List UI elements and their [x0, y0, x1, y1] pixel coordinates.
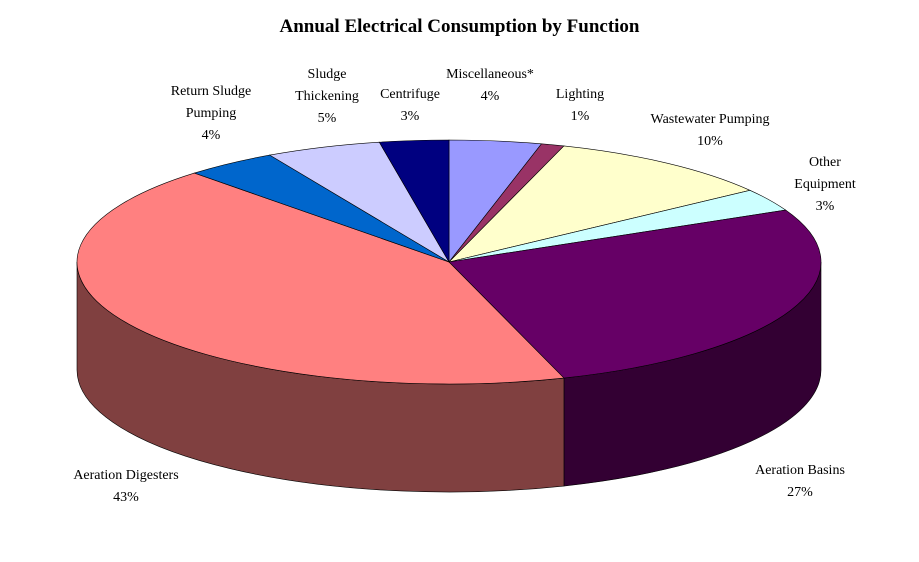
data-label: Centrifuge 3%: [370, 84, 450, 128]
label-name: Sludge Thickening: [295, 67, 359, 104]
slice: [76, 172, 565, 385]
label-value: 10%: [697, 134, 723, 149]
label-value: 43%: [113, 490, 139, 505]
label-value: 3%: [815, 199, 835, 214]
label-value: 4%: [201, 128, 221, 143]
data-label: Lighting 1%: [545, 84, 615, 128]
label-name: Other Equipment: [794, 155, 856, 192]
label-name: Miscellaneous*: [446, 67, 534, 82]
label-name: Wastewater Pumping: [650, 112, 770, 127]
chart-title: Annual Electrical Consumption by Functio…: [279, 16, 640, 37]
label-value: 27%: [787, 485, 813, 500]
data-label: Return Sludge Pumping 4%: [161, 81, 261, 147]
label-value: 5%: [317, 111, 337, 126]
data-label: Other Equipment 3%: [785, 152, 865, 218]
label-value: 1%: [570, 109, 590, 124]
label-name: Return Sludge Pumping: [170, 84, 252, 121]
slice: [448, 145, 751, 263]
data-label: Aeration Basins 27%: [740, 460, 860, 504]
data-label: Miscellaneous* 4%: [430, 64, 550, 108]
label-name: Lighting: [555, 87, 605, 102]
label-value: 4%: [480, 89, 500, 104]
label-name: Aeration Basins: [755, 463, 845, 478]
data-label: Aeration Digesters 43%: [56, 465, 196, 509]
data-label: Wastewater Pumping 10%: [630, 109, 790, 153]
label-value: 3%: [400, 109, 420, 124]
data-label: Sludge Thickening 5%: [287, 64, 367, 130]
slice: [378, 139, 450, 264]
label-name: Centrifuge: [380, 87, 440, 102]
label-name: Aeration Digesters: [73, 468, 179, 483]
slice: [448, 209, 822, 379]
